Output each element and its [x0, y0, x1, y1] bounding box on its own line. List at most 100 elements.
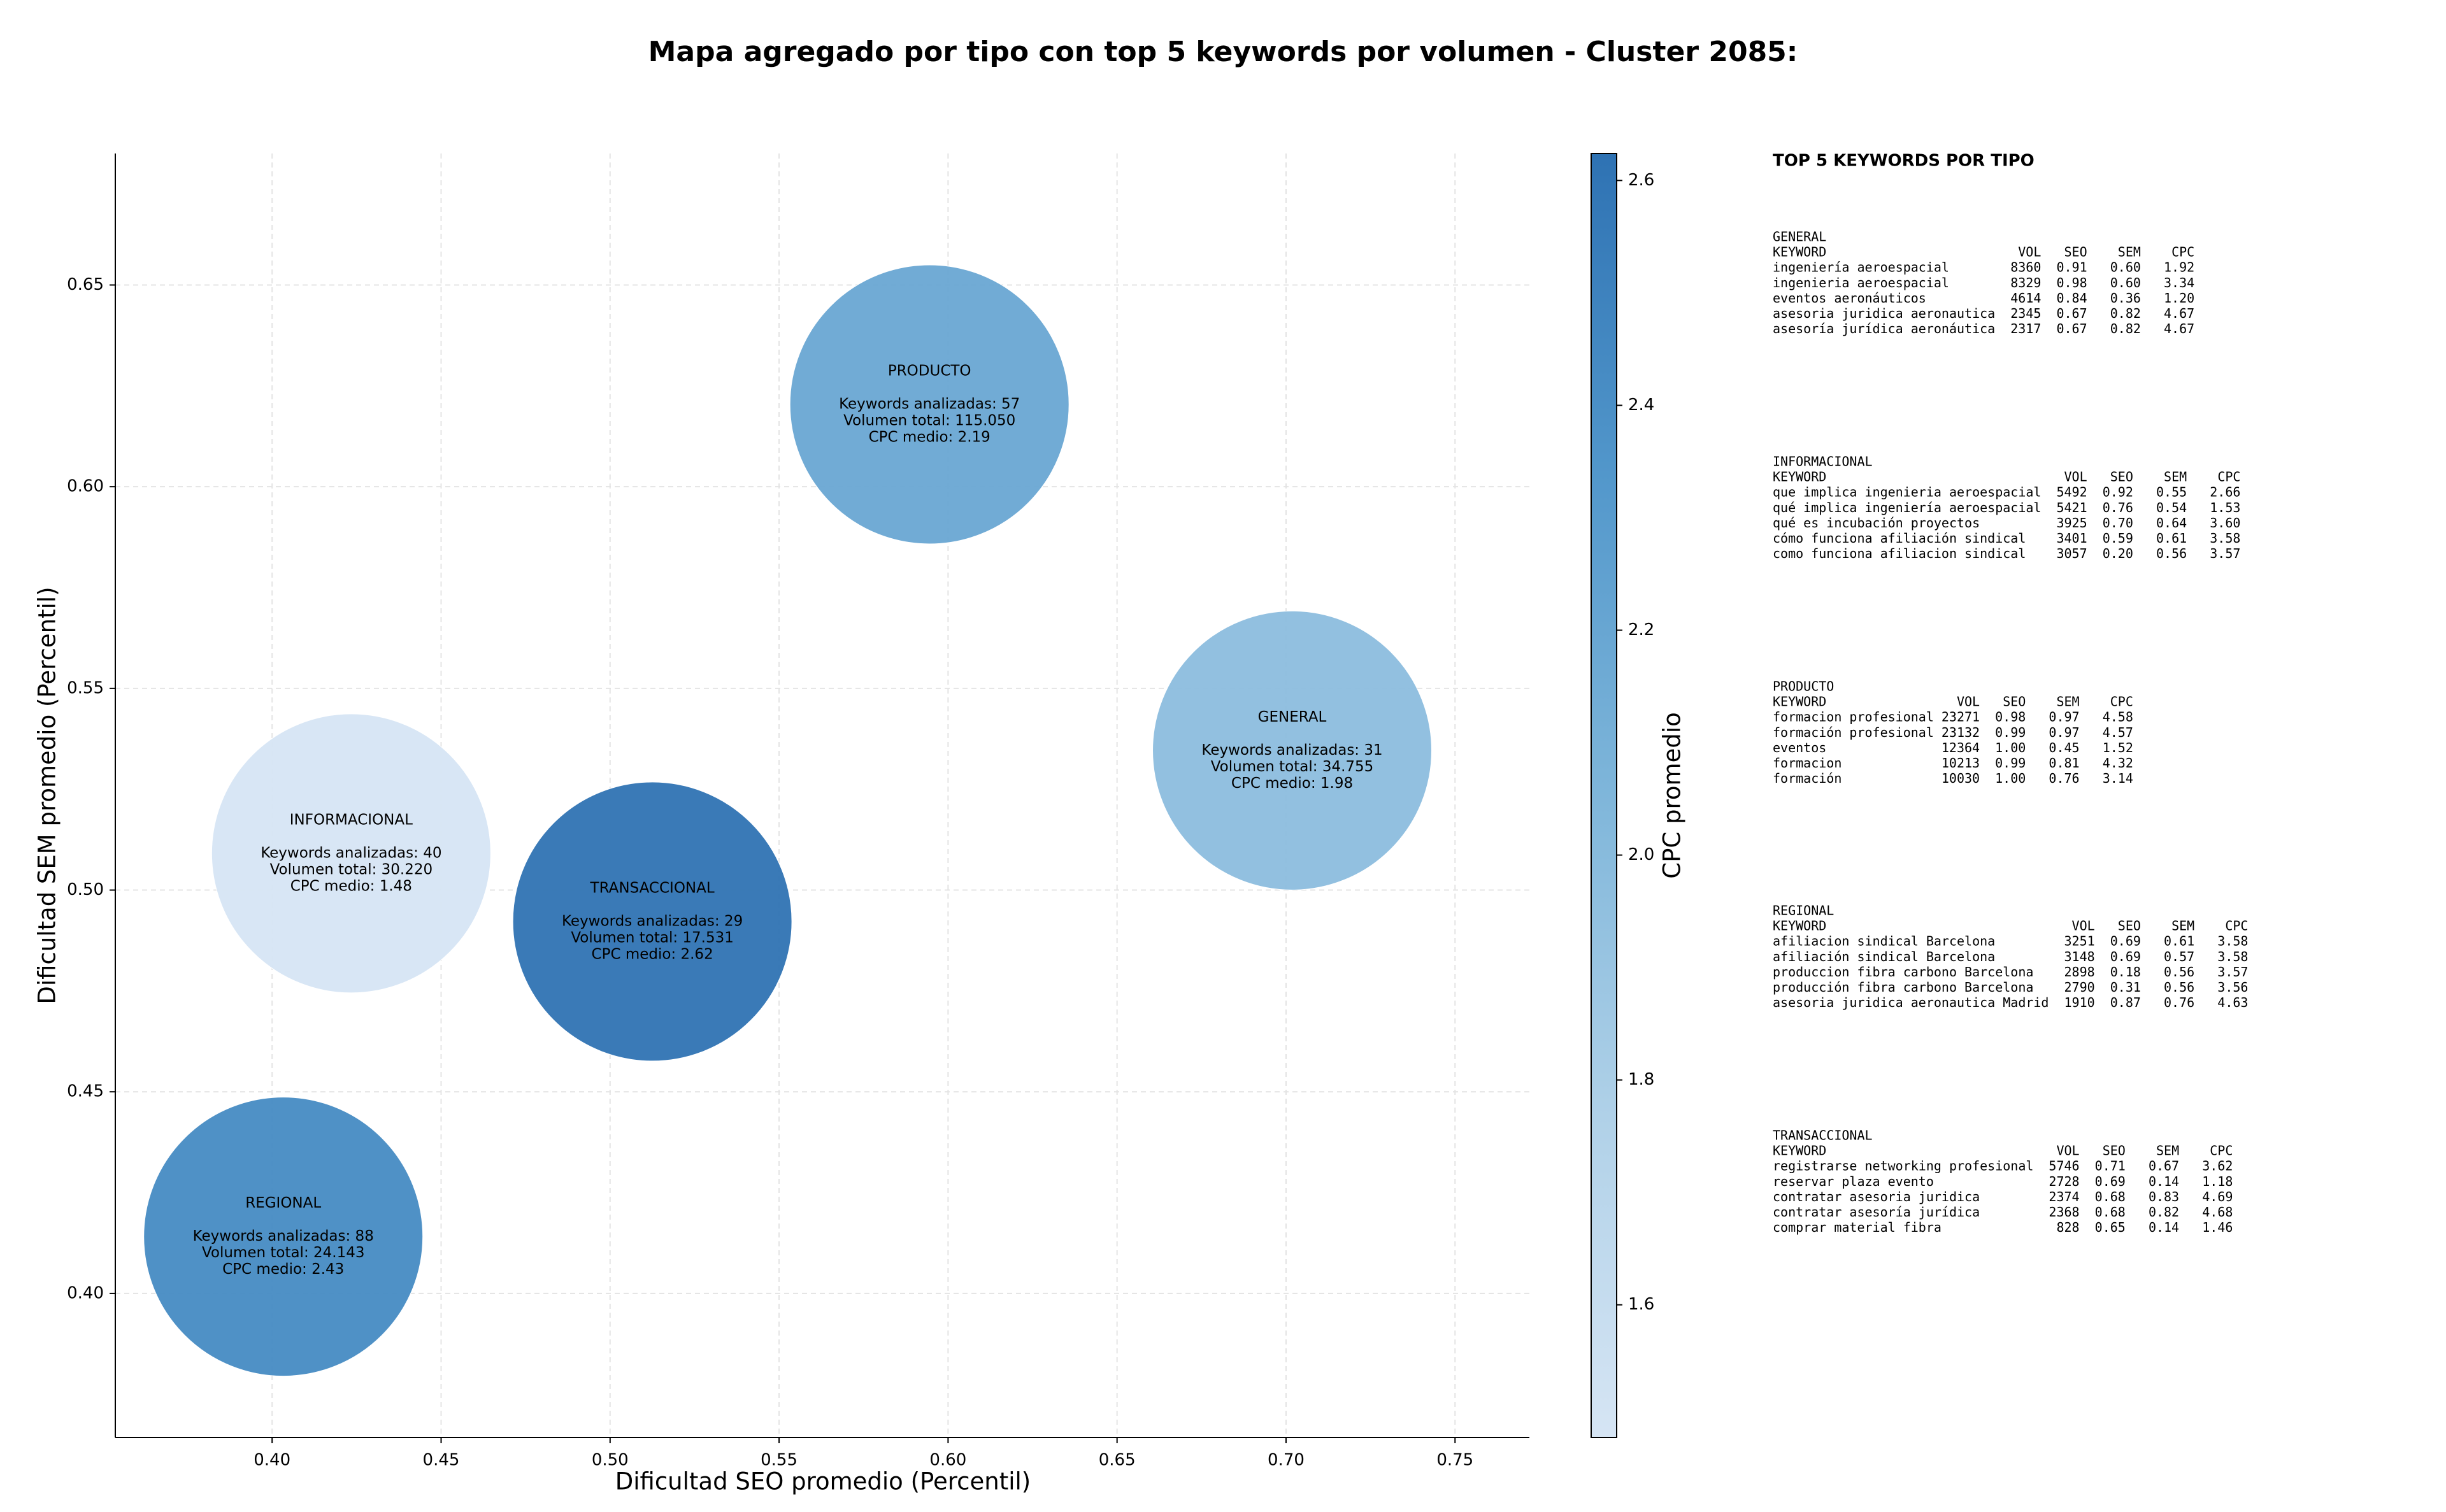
- table-cell: 3925: [2056, 515, 2087, 531]
- panel-title: TOP 5 KEYWORDS POR TIPO: [1773, 152, 2035, 171]
- y-tick-label: 0.55: [67, 678, 104, 697]
- table-cell: 0.68: [2095, 1204, 2126, 1220]
- table-cell: 0.18: [2110, 964, 2141, 980]
- table-cell: 828: [2056, 1220, 2079, 1235]
- table-cell: 2317: [2010, 321, 2041, 336]
- colorbar-tick-label: 1.8: [1628, 1070, 1654, 1089]
- column-header: CPC: [2110, 694, 2133, 710]
- table-cell: 0.68: [2095, 1189, 2126, 1204]
- table-cell: 0.87: [2110, 995, 2141, 1010]
- table-cell: 0.67: [2056, 321, 2087, 336]
- table-cell: 0.82: [2110, 306, 2141, 321]
- table-cell: 1.20: [2164, 290, 2194, 306]
- section-name: INFORMACIONAL: [1773, 454, 1873, 469]
- table-cell: 3.56: [2217, 980, 2248, 995]
- bubble-name: REGIONAL: [245, 1195, 321, 1211]
- table-cell: que implica ingenieria aeroespacial: [1773, 485, 2041, 500]
- column-header: CPC: [2225, 918, 2248, 934]
- section-name: REGIONAL: [1773, 903, 1834, 918]
- table-cell: 1.18: [2202, 1174, 2233, 1189]
- table-cell: 0.83: [2149, 1189, 2179, 1204]
- table-cell: 2.66: [2210, 485, 2240, 500]
- bubble-annotation: Volumen total: 17.531: [571, 929, 734, 946]
- table-cell: 4.57: [2103, 725, 2133, 740]
- table-cell: 0.60: [2110, 275, 2141, 290]
- table-cell: formación: [1773, 771, 1842, 786]
- column-header: KEYWORD: [1773, 245, 1826, 260]
- table-cell: 4.58: [2103, 710, 2133, 725]
- table-cell: 0.59: [2103, 531, 2133, 546]
- column-header: SEO: [2118, 918, 2141, 934]
- table-cell: asesoria juridica aeronautica: [1773, 306, 1995, 321]
- table-cell: 0.82: [2110, 321, 2141, 336]
- table-cell: cómo funciona afiliación sindical: [1773, 531, 2026, 546]
- table-cell: producción fibra carbono Barcelona: [1773, 980, 2033, 995]
- table-cell: 0.69: [2110, 949, 2141, 964]
- bubble: [211, 713, 491, 994]
- table-cell: eventos aeronáuticos: [1773, 290, 1926, 306]
- y-tick-label: 0.65: [67, 275, 104, 294]
- table-cell: 2368: [2049, 1204, 2079, 1220]
- x-tick-label: 0.45: [423, 1451, 460, 1470]
- bubble-annotation: Volumen total: 34.755: [1211, 759, 1374, 775]
- table-cell: formacion: [1773, 755, 1842, 771]
- bubble-annotation: CPC medio: 1.48: [290, 878, 412, 894]
- column-header: VOL: [2072, 918, 2095, 934]
- table-cell: 1.00: [1995, 771, 2026, 786]
- table-cell: 10213: [1942, 755, 1980, 771]
- y-tick-label: 0.40: [67, 1283, 104, 1302]
- x-axis-label: Dificultad SEO promedio (Percentil): [615, 1468, 1031, 1495]
- column-header: KEYWORD: [1773, 1143, 1826, 1159]
- bubble-annotation: Keywords analizadas: 88: [193, 1228, 374, 1245]
- x-tick-label: 0.60: [929, 1451, 966, 1470]
- x-tick-label: 0.75: [1436, 1451, 1473, 1470]
- table-cell: 0.81: [2049, 755, 2079, 771]
- table-cell: 2898: [2064, 964, 2095, 980]
- table-cell: 0.67: [2149, 1159, 2179, 1174]
- section-name: GENERAL: [1773, 229, 1826, 245]
- table-cell: ingeniería aeroespacial: [1773, 260, 1949, 275]
- table-cell: 1.92: [2164, 260, 2194, 275]
- table-cell: 8360: [2010, 260, 2041, 275]
- bubble-annotation: Volumen total: 24.143: [202, 1245, 365, 1261]
- table-cell: 23132: [1942, 725, 1980, 740]
- table-cell: afiliacion sindical Barcelona: [1773, 934, 1995, 949]
- table-cell: 12364: [1942, 740, 1980, 755]
- table-cell: 0.98: [1995, 710, 2026, 725]
- table-cell: eventos: [1773, 740, 1826, 755]
- table-cell: 0.76: [2103, 500, 2133, 515]
- table-cell: 4.32: [2103, 755, 2133, 771]
- column-header: KEYWORD: [1773, 918, 1826, 934]
- column-header: SEM: [2118, 245, 2141, 260]
- column-header: VOL: [1957, 694, 1980, 710]
- bubble-annotation: CPC medio: 2.62: [592, 946, 713, 962]
- table-cell: 23271: [1942, 710, 1980, 725]
- table-cell: como funciona afiliacion sindical: [1773, 546, 2026, 561]
- table-cell: 0.14: [2149, 1220, 2179, 1235]
- table-cell: 1.46: [2202, 1220, 2233, 1235]
- table-cell: formacion profesional: [1773, 710, 1934, 725]
- table-cell: 1.00: [1995, 740, 2026, 755]
- table-cell: 1.52: [2103, 740, 2133, 755]
- table-cell: 3.62: [2202, 1159, 2233, 1174]
- x-tick-label: 0.65: [1099, 1451, 1136, 1470]
- bubble-annotation: CPC medio: 1.98: [1231, 775, 1353, 792]
- column-header: CPC: [2217, 469, 2240, 485]
- table-cell: registrarse networking profesional: [1773, 1159, 2033, 1174]
- table-cell: 0.56: [2164, 964, 2194, 980]
- table-cell: 5492: [2056, 485, 2087, 500]
- bubble: [512, 781, 792, 1062]
- column-header: KEYWORD: [1773, 469, 1826, 485]
- colorbar-tick-label: 2.2: [1628, 620, 1654, 639]
- bubble-name: GENERAL: [1258, 709, 1327, 725]
- y-axis-label: Dificultad SEM promedio (Percentil): [34, 587, 61, 1004]
- column-header: SEM: [2156, 1143, 2179, 1159]
- table-cell: 0.82: [2149, 1204, 2179, 1220]
- table-cell: 3.57: [2217, 964, 2248, 980]
- column-header: SEO: [2110, 469, 2133, 485]
- table-cell: 0.99: [1995, 725, 2026, 740]
- table-cell: 3.34: [2164, 275, 2194, 290]
- table-cell: 3251: [2064, 934, 2095, 949]
- table-cell: 4.67: [2164, 306, 2194, 321]
